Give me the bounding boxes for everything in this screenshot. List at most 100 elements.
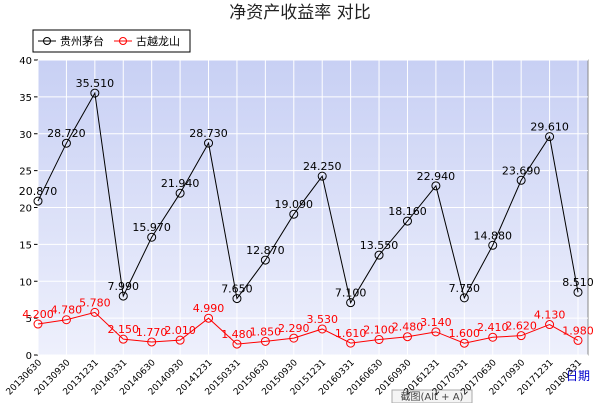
y-tick-label: 20 [19, 204, 32, 215]
point [90, 88, 100, 98]
value-label: 3.530 [306, 313, 338, 326]
point [317, 171, 327, 181]
point [516, 331, 526, 341]
value-label: 12.870 [246, 244, 285, 257]
value-label: 2.150 [108, 323, 140, 336]
value-label: 4.130 [534, 309, 566, 322]
value-label: 19.090 [275, 198, 314, 211]
point [459, 338, 469, 348]
y-tick-label: 15 [19, 240, 32, 251]
point [516, 175, 526, 185]
value-label: 20.870 [19, 185, 58, 198]
series-line [37, 311, 579, 345]
legend-marker [119, 37, 127, 45]
point [289, 333, 299, 343]
point [33, 319, 43, 329]
value-label: 3.140 [420, 316, 452, 329]
point [573, 335, 583, 345]
value-label: 5.780 [79, 296, 111, 309]
value-label: 4.200 [22, 308, 54, 321]
value-label: 28.730 [189, 127, 228, 140]
point [402, 332, 412, 342]
value-label: 29.610 [530, 121, 569, 134]
value-label: 2.620 [505, 320, 537, 333]
point [61, 138, 71, 148]
point [374, 335, 384, 345]
value-label: 4.990 [193, 302, 225, 315]
value-label: 7.650 [221, 283, 253, 296]
value-label: 13.550 [360, 239, 399, 252]
value-label: 23.690 [502, 164, 541, 177]
y-tick-label: 40 [19, 56, 32, 67]
value-label: 4.780 [51, 304, 83, 317]
value-label: 2.100 [363, 324, 395, 337]
point [431, 327, 441, 337]
value-label: 14.880 [473, 229, 512, 242]
value-label: 2.480 [392, 321, 424, 334]
value-label: 1.600 [449, 327, 481, 340]
point [289, 209, 299, 219]
point [260, 255, 270, 265]
point [488, 240, 498, 250]
x-axis-label: 日期 [566, 369, 590, 383]
point [232, 339, 242, 349]
value-label: 1.610 [335, 327, 367, 340]
point [402, 216, 412, 226]
value-label: 15.970 [132, 221, 171, 234]
point [459, 293, 469, 303]
point [346, 338, 356, 348]
point [260, 336, 270, 346]
value-label: 7.990 [108, 280, 140, 293]
value-label: 2.410 [477, 321, 509, 334]
series-line [37, 91, 579, 304]
value-label: 7.750 [449, 282, 481, 295]
point [204, 313, 214, 323]
point [545, 320, 555, 330]
point [118, 291, 128, 301]
point [346, 298, 356, 308]
y-tick-label: 5 [26, 314, 32, 325]
legend-label: 贵州茅台 [60, 34, 104, 48]
value-label: 1.980 [562, 324, 594, 337]
value-label: 22.940 [417, 170, 456, 183]
y-tick-label: 25 [19, 167, 32, 178]
value-label: 18.160 [388, 205, 427, 218]
point [33, 196, 43, 206]
y-tick-label: 30 [19, 130, 32, 141]
value-label: 1.770 [136, 326, 168, 339]
chart-title: 净资产收益率 对比 [229, 3, 370, 23]
value-label: 7.100 [335, 287, 367, 300]
value-label: 2.010 [164, 324, 196, 337]
point [488, 332, 498, 342]
point [147, 337, 157, 347]
tooltip: 截图(Alt + A) [401, 390, 464, 403]
point [175, 335, 185, 345]
point [118, 334, 128, 344]
value-label: 1.850 [250, 325, 282, 338]
value-label: 1.480 [221, 328, 253, 341]
value-label: 2.290 [278, 322, 310, 335]
point [573, 287, 583, 297]
legend-label: 古越龙山 [136, 34, 180, 48]
point [175, 188, 185, 198]
value-label: 35.510 [76, 77, 115, 90]
point [431, 181, 441, 191]
legend: 贵州茅台 古越龙山 [32, 29, 191, 53]
point [61, 315, 71, 325]
point [147, 232, 157, 242]
value-label: 24.250 [303, 160, 342, 173]
y-tick-label: 35 [19, 93, 32, 104]
legend-box [32, 29, 191, 53]
y-tick-label: 0 [26, 351, 32, 362]
point [317, 324, 327, 334]
tooltip-box [391, 389, 473, 403]
point [232, 294, 242, 304]
point [204, 138, 214, 148]
value-label: 21.940 [161, 177, 200, 190]
value-label: 28.720 [47, 127, 86, 140]
point [374, 250, 384, 260]
y-tick-label: 10 [19, 277, 32, 288]
value-label: 8.510 [562, 276, 594, 289]
point [545, 132, 555, 142]
